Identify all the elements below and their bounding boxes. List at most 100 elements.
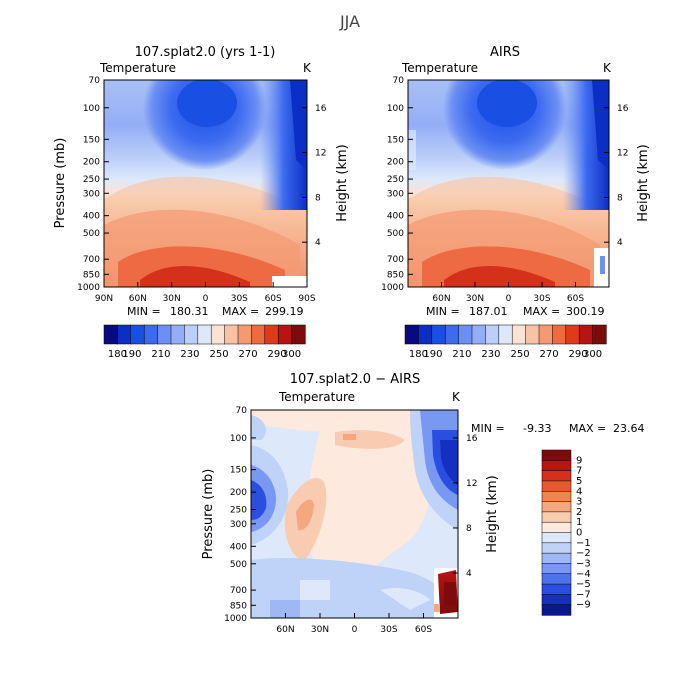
- panel-airs-pressure-tick-label: 700: [387, 255, 404, 265]
- panel-model-pressure-ticks: 70 100 150 200 250 300 400 500 700 850 1000: [77, 76, 109, 293]
- panel-airs-colorbar-swatch: [404, 324, 420, 345]
- panel-model-pressure-tick-label: 250: [83, 175, 100, 185]
- panel-model-stats: MIN = 180.31 MAX = 299.19: [127, 305, 304, 318]
- panel-diff-pressure-ticks: 70 100 150 200 250 300 400 500 700 850 1000: [224, 406, 256, 624]
- panel-airs-height-tick-label: 4: [617, 238, 623, 248]
- panel-airs-colorbar-swatch: [471, 324, 487, 345]
- panel-diff-colorbar-tick-label: 3: [576, 497, 582, 508]
- panel-model-x-ticks: 90N 60N 30N 0 30S 60S 90S: [95, 282, 316, 304]
- panel-diff-pressure-tick-label: 500: [230, 560, 247, 570]
- panel-diff-units: K: [452, 390, 461, 404]
- panel-model-pressure-tick-label: 150: [83, 135, 100, 145]
- panel-model-ylabel: Pressure (mb): [53, 138, 68, 229]
- panel-diff-colorbar-swatch: [541, 594, 572, 606]
- panel-model-pressure-tick-label: 850: [83, 270, 100, 280]
- panel-airs-pressure-tick-label: 250: [387, 175, 404, 185]
- panel-airs-pressure-tick-label: 200: [387, 158, 404, 168]
- panel-airs-height-ticks: 4 8 12 16: [604, 104, 629, 248]
- panel-airs-colorbar-tick-label: 230: [481, 349, 500, 360]
- panel-airs-colorbar-swatch: [431, 324, 446, 345]
- panel-model-colorbar-swatch: [184, 324, 199, 345]
- panel-diff-colorbar-tick-label: 0: [576, 528, 582, 539]
- panel-airs-colorbar-swatch: [458, 324, 473, 345]
- panel-model-colorbar-tick-label: 290: [268, 349, 287, 360]
- panel-airs-colorbar-swatch: [565, 324, 580, 345]
- panel-model-colorbar-tick-label: 210: [151, 349, 170, 360]
- panel-model-height-tick-label: 16: [315, 104, 327, 114]
- panel-model-y2label: Height (km): [335, 144, 350, 221]
- panel-airs-pressure-tick-label: 300: [387, 189, 404, 199]
- panel-diff-pressure-tick-label: 700: [230, 586, 247, 596]
- panel-model-colorbar-swatch: [264, 324, 279, 345]
- panel-model-units: K: [303, 61, 312, 75]
- panel-diff-colorbar-tick-label: −4: [576, 569, 591, 580]
- panel-diff-colorbar-swatch: [541, 491, 572, 503]
- panel-diff-colorbar-tick-label: 4: [576, 486, 582, 497]
- panel-diff-height-tick-label: 16: [466, 434, 478, 444]
- panel-diff-height-ticks: 4 8 12 16: [453, 434, 478, 579]
- panel-diff-x-tick-label: 30S: [380, 625, 397, 635]
- panel-diff-field-label: Temperature: [278, 390, 355, 404]
- panel-diff-colorbar-tick-label: −7: [576, 589, 591, 600]
- panel-airs-field-label: Temperature: [401, 61, 478, 75]
- panel-diff-colorbar-swatch: [541, 501, 572, 513]
- panel-airs-x-tick-label: 60N: [432, 294, 450, 304]
- panel-model-colorbar-swatch: [251, 324, 266, 345]
- panel-diff-min-label: MIN =: [471, 422, 505, 435]
- panel-airs-y2label: Height (km): [636, 144, 651, 221]
- panel-model-pressure-tick-label: 400: [83, 212, 100, 222]
- panel-model-x-tick-label: 90S: [298, 294, 315, 304]
- panel-airs-colorbar-swatch: [485, 324, 500, 345]
- panel-airs-colorbar-tick-label: 180: [409, 349, 428, 360]
- panel-diff-y2label: Height (km): [485, 475, 500, 552]
- panel-model-colorbar-swatch: [157, 324, 172, 345]
- panel-diff-height-tick-label: 8: [466, 524, 472, 534]
- panel-model-colorbar-swatch: [210, 324, 226, 345]
- panel-airs-stats: MIN = 187.01 MAX = 300.19: [426, 305, 605, 318]
- panel-diff-pressure-tick-label: 200: [230, 488, 247, 498]
- panel-diff-x-tick-label: 60N: [276, 625, 294, 635]
- panel-model-colorbar-swatch: [117, 324, 132, 345]
- panel-model-height-tick-label: 8: [315, 193, 321, 203]
- panel-model-field: [104, 80, 307, 287]
- panel-diff-colorbar-swatch: [541, 449, 572, 461]
- panel-model-colorbar-tick-label: 230: [180, 349, 199, 360]
- panel-model-colorbar-swatch: [237, 324, 253, 345]
- panel-airs-colorbar-swatch: [538, 324, 554, 345]
- panel-diff-max-label: MAX =: [569, 422, 606, 435]
- panel-airs-colorbar-tick-label: 210: [452, 349, 471, 360]
- panel-diff-colorbar-swatch: [541, 542, 572, 554]
- season-title: JJA: [339, 12, 360, 31]
- panel-diff: 107.splat2.0 − AIRS Temperature K: [201, 372, 645, 635]
- panel-model-colorbar-swatch: [130, 324, 145, 345]
- panel-diff-height-tick-label: 4: [466, 569, 472, 579]
- panel-model-height-ticks: 4 8 12 16: [302, 104, 327, 248]
- panel-model-min-value: 180.31: [170, 305, 209, 318]
- panel-model-field-label: Temperature: [99, 61, 176, 75]
- panel-airs-title: AIRS: [490, 45, 520, 60]
- panel-diff-colorbar-swatch: [541, 511, 572, 523]
- panel-airs-colorbar-swatch: [552, 324, 567, 345]
- panel-model-x-tick-label: 90N: [95, 294, 113, 304]
- panel-diff-colorbar-tick-label: 5: [576, 476, 582, 487]
- panel-diff-pressure-tick-label: 400: [230, 542, 247, 552]
- panel-diff-pressure-tick-label: 1000: [224, 614, 247, 624]
- panel-airs-pressure-tick-label: 500: [387, 229, 404, 239]
- panel-diff-title: 107.splat2.0 − AIRS: [290, 372, 421, 387]
- panel-diff-max-value: 23.64: [613, 422, 645, 435]
- panel-model-colorbar-swatch: [170, 324, 186, 345]
- panel-diff-colorbar-swatch: [541, 573, 572, 585]
- panel-diff-colorbar-swatch: [541, 521, 572, 534]
- panel-airs-x-ticks: 60N 30N 0 30S 60S: [432, 282, 584, 304]
- panel-model-title: 107.splat2.0 (yrs 1-1): [135, 45, 276, 60]
- panel-diff-colorbar-swatch: [541, 480, 572, 492]
- panel-airs-pressure-ticks: 70 100 150 200 250 300 400 500 700 850 1000: [381, 76, 413, 293]
- panel-diff-x-ticks: 60N 30N 0 30S 60S: [276, 613, 432, 635]
- panel-diff-x-tick-label: 60S: [415, 625, 432, 635]
- panel-airs-pressure-tick-label: 150: [387, 135, 404, 145]
- panel-model-pressure-tick-label: 500: [83, 229, 100, 239]
- panel-diff-pressure-tick-label: 300: [230, 520, 247, 530]
